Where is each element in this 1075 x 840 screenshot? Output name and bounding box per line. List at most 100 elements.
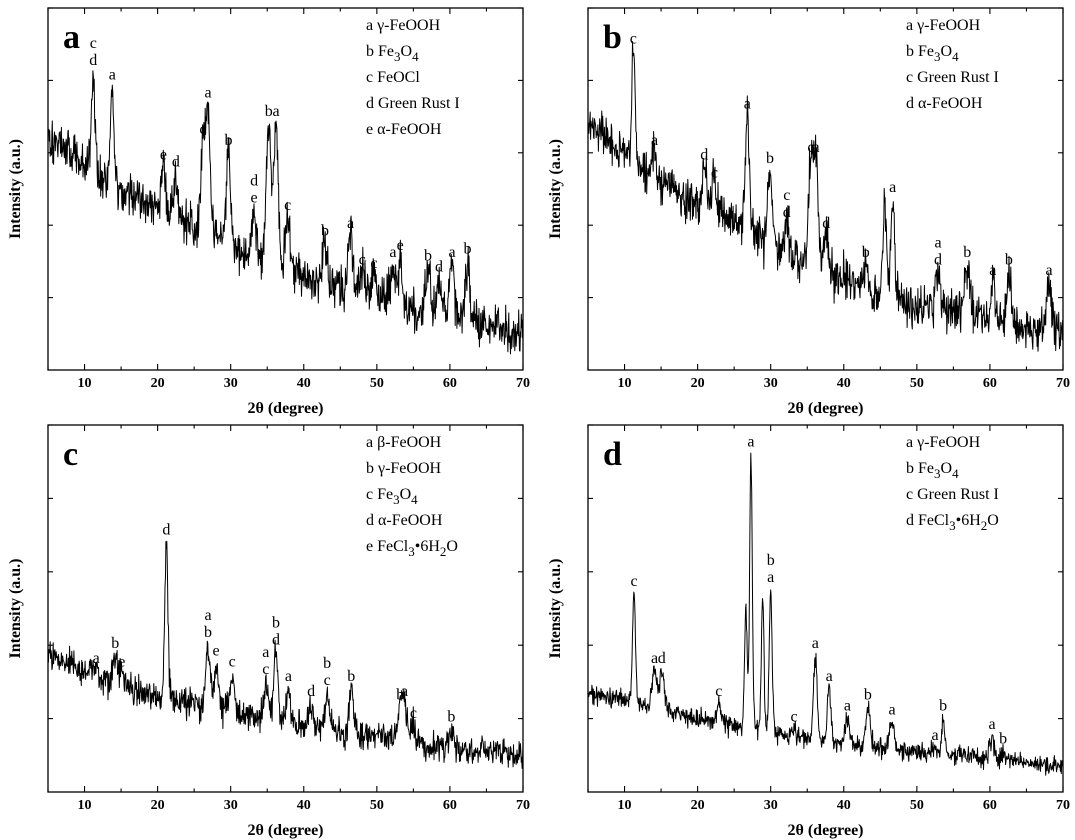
legend-entry: b Fe3O4 (366, 43, 419, 64)
x-tick-label: 40 (837, 798, 851, 813)
legend-entry: b γ-FeOOH (366, 460, 442, 477)
peak-label: a (934, 234, 941, 251)
peak-label: b (463, 240, 471, 257)
x-tick-label: 40 (297, 376, 311, 391)
x-tick-label: 20 (691, 376, 705, 391)
peak-label: c (410, 705, 417, 722)
legend-entry: d FeCl3•6H2O (906, 512, 999, 533)
x-axis-label: 2θ (degree) (787, 822, 863, 839)
peak-label: a (989, 262, 996, 279)
peak-label: c (262, 661, 269, 678)
x-tick-label: 40 (837, 376, 851, 391)
legend-entry: a γ-FeOOH (906, 17, 981, 34)
x-tick-label: 40 (297, 798, 311, 813)
x-tick-label: 50 (910, 376, 924, 391)
legend-entry: b Fe3O4 (906, 460, 959, 481)
peak-label: a (747, 433, 754, 450)
peak-label: a (888, 701, 895, 718)
panel-letter: c (63, 436, 78, 473)
x-tick-label: 60 (443, 798, 457, 813)
peak-label: d (307, 683, 315, 700)
x-tick-label: 10 (618, 798, 632, 813)
panel-a: 10 20 30 40 50 60 70 2θ (degree) Intensity (a.u.… (7, 7, 530, 417)
peak-label: b (204, 624, 212, 641)
x-tick-label: 60 (443, 376, 457, 391)
peak-label: c (229, 654, 236, 671)
peak-label: b (396, 687, 404, 704)
peak-label: b (862, 244, 870, 261)
xrd-trace (47, 70, 524, 355)
peak-label: b (864, 687, 872, 704)
peak-label: b (272, 615, 280, 632)
peak-label: b (767, 552, 775, 569)
peak-label: b (999, 731, 1007, 748)
legend-entry: e α-FeOOH (366, 121, 442, 138)
plot-frame (47, 7, 524, 371)
peak-label: a (812, 635, 819, 652)
peak-label: a (651, 650, 658, 667)
peak-label: e (251, 190, 258, 207)
peak-label: a (1046, 262, 1053, 279)
peak-label: a (812, 139, 819, 156)
x-tick-label: 30 (224, 798, 238, 813)
peak-label: c (199, 121, 206, 138)
peak-label: c (783, 187, 790, 204)
legend-entry: c FeOCl (366, 69, 420, 86)
peak-label: e (397, 237, 404, 254)
peak-label: a (272, 103, 279, 120)
legend-entry: c Green Rust I (906, 69, 999, 86)
x-axis-label: 2θ (degree) (247, 822, 323, 839)
x-axis-label: 2θ (degree) (787, 400, 863, 417)
peak-label: d (822, 215, 830, 232)
y-axis-label: Intensity (a.u.) (7, 558, 24, 658)
peak-label: c (711, 164, 718, 181)
x-tick-label: 30 (764, 376, 778, 391)
panel-d: 10 20 30 40 50 60 70 2θ (degree) Intensity (a.u.… (547, 424, 1070, 839)
peak-label: a (889, 179, 896, 196)
peak-label: c (284, 197, 291, 214)
peak-label: b (1005, 251, 1013, 268)
legend-entry: d α-FeOOH (366, 512, 443, 529)
peak-label: a (109, 67, 116, 84)
peak-label: d (250, 173, 258, 190)
peak-label: c (715, 683, 722, 700)
x-tick-label: 20 (151, 376, 165, 391)
panel-b: 10 20 30 40 50 60 70 2θ (degree) Intensity (a.u.… (547, 7, 1070, 417)
peak-label: a (204, 85, 211, 102)
peak-label: a (347, 215, 354, 232)
peak-label: b (323, 655, 331, 672)
peak-label: e (160, 146, 167, 163)
peak-label: b (111, 635, 119, 652)
peak-label: e (118, 654, 125, 671)
y-axis-label: Intensity (a.u.) (547, 558, 564, 658)
peak-label: d (700, 146, 708, 163)
plot-frame (47, 424, 524, 793)
peak-label: c (630, 573, 637, 590)
panel-c: 10 20 30 40 50 60 70 2θ (degree) Intensity (a.u.… (7, 424, 530, 839)
xrd-trace (587, 41, 1064, 352)
plot-frame (587, 424, 1064, 793)
peak-label: a (932, 727, 939, 744)
legend-entry: c Fe3O4 (366, 486, 418, 507)
x-tick-label: 70 (1056, 798, 1070, 813)
peak-label: c (324, 672, 331, 689)
peak-label: b (963, 244, 971, 261)
y-axis-label: Intensity (a.u.) (547, 139, 564, 239)
x-axis-label: 2θ (degree) (247, 400, 323, 417)
x-tick-label: 60 (983, 798, 997, 813)
y-axis-label: Intensity (a.u.) (7, 139, 24, 239)
x-tick-label: 50 (910, 798, 924, 813)
legend-entry: d Green Rust I (366, 95, 460, 112)
peak-label: c (370, 255, 377, 272)
x-tick-label: 70 (1056, 376, 1070, 391)
xrd-trace (47, 540, 524, 769)
plot-frame (587, 7, 1064, 371)
legend-entry: e FeCl3•6H2O (366, 538, 458, 559)
peak-label: d (934, 251, 942, 268)
x-tick-label: 10 (78, 798, 92, 813)
peak-label: a (744, 96, 751, 113)
peak-label: c (807, 139, 814, 156)
peak-label: d (172, 154, 180, 171)
peak-label: a (989, 716, 996, 733)
peak-label: a (262, 644, 269, 661)
